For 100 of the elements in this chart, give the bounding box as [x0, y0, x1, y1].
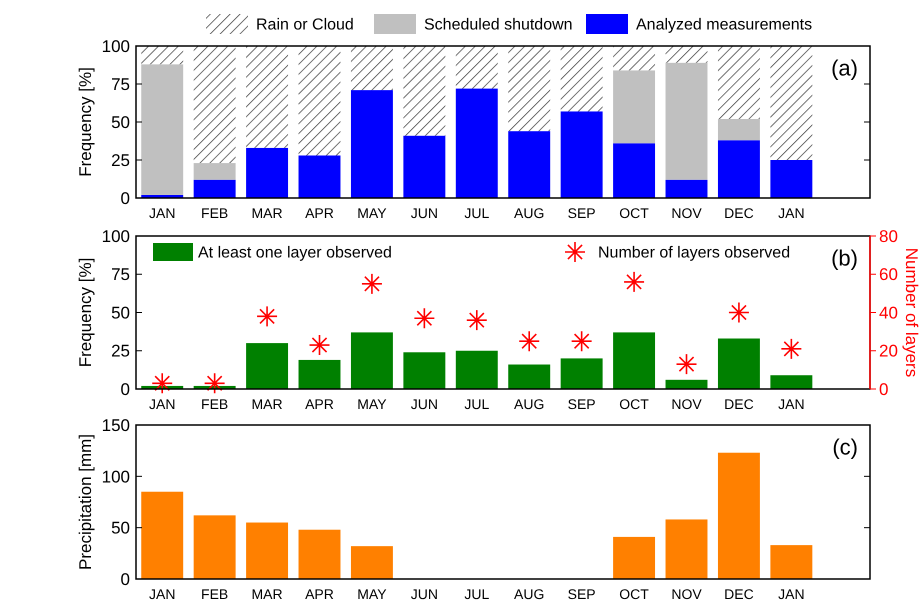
- y-tick-label: 100: [102, 36, 130, 56]
- x-tick-label: JUL: [464, 205, 490, 221]
- x-tick-label: NOV: [671, 586, 702, 602]
- annotation: (b): [831, 246, 858, 271]
- bar: [613, 46, 656, 70]
- x-tick-label: SEP: [568, 396, 596, 412]
- y2-tick-label: 40: [879, 303, 898, 322]
- y-tick-label: 0: [120, 570, 130, 589]
- x-tick-label: FEB: [201, 586, 228, 602]
- y-tick-label: 25: [111, 150, 130, 170]
- point: [623, 271, 645, 293]
- annotation: (a): [831, 56, 858, 81]
- y-axis-title: Precipitation [mm]: [76, 434, 95, 570]
- annotation: (c): [832, 434, 858, 460]
- bar: [456, 350, 498, 389]
- bar: [403, 352, 446, 389]
- y-tick-label: 50: [111, 303, 130, 322]
- legend-label: Analyzed measurements: [636, 16, 812, 34]
- bar: [770, 545, 812, 579]
- bar: [456, 88, 498, 198]
- x-tick-label: SEP: [568, 205, 596, 221]
- x-tick-label: DEC: [724, 205, 754, 221]
- bar: [666, 180, 708, 198]
- x-tick-label: JUL: [464, 396, 490, 412]
- bar: [770, 160, 812, 198]
- x-tick-label: MAY: [357, 586, 388, 602]
- x-tick-label: JAN: [148, 586, 176, 602]
- x-tick-label: OCT: [619, 396, 650, 412]
- point: [414, 307, 436, 330]
- bar: [508, 364, 550, 389]
- point: [466, 309, 488, 331]
- x-tick-label: AUG: [514, 205, 544, 221]
- y-axis-title: Frequency [%]: [76, 258, 95, 368]
- x-tick-label: MAR: [252, 205, 283, 221]
- x-tick-label: JAN: [778, 205, 805, 221]
- x-tick-label: MAY: [357, 205, 388, 221]
- legend-label: Rain or Cloud: [256, 16, 354, 34]
- x-tick-label: AUG: [514, 396, 544, 412]
- x-tick-label: OCT: [619, 586, 650, 602]
- point: [308, 334, 330, 356]
- x-tick-label: MAY: [357, 396, 388, 412]
- bar: [718, 140, 760, 198]
- y-tick-label: 50: [111, 518, 130, 538]
- x-tick-label: APR: [305, 586, 334, 602]
- bar: [508, 131, 550, 198]
- x-tick-label: JUL: [464, 586, 490, 602]
- bar: [141, 46, 184, 64]
- x-tick-label: JUN: [410, 586, 438, 602]
- x-tick-label: APR: [305, 396, 334, 412]
- y2-tick-label: 80: [879, 226, 898, 246]
- x-tick-label: FEB: [201, 205, 228, 221]
- bar: [560, 46, 603, 112]
- y-tick-label: 25: [111, 342, 130, 361]
- x-tick-label: MAR: [252, 396, 283, 412]
- bar: [403, 136, 446, 198]
- x-tick-label: AUG: [514, 586, 544, 602]
- bar: [403, 46, 446, 136]
- bar: [350, 46, 393, 90]
- point: [361, 273, 383, 295]
- point: [676, 353, 698, 375]
- x-tick-label: SEP: [568, 586, 596, 602]
- bar: [298, 530, 340, 579]
- y-tick-label: 75: [111, 74, 130, 94]
- x-tick-label: OCT: [619, 205, 650, 221]
- x-tick-label: NOV: [671, 396, 702, 412]
- bar: [350, 90, 393, 198]
- y-tick-label: 100: [102, 467, 130, 486]
- y2-axis-title: Number of layers: [902, 248, 921, 378]
- bar: [141, 64, 184, 195]
- bar: [194, 163, 236, 180]
- y-tick-label: 75: [111, 265, 130, 284]
- y-tick-label: 100: [102, 226, 130, 246]
- legend-label: Number of layers observed: [598, 244, 790, 262]
- bar: [350, 546, 393, 579]
- x-tick-label: JAN: [778, 586, 805, 602]
- x-tick-label: DEC: [724, 396, 754, 412]
- y2-tick-label: 20: [879, 342, 898, 361]
- point: [518, 330, 540, 352]
- x-tick-label: MAR: [252, 586, 283, 602]
- x-tick-label: NOV: [671, 205, 702, 221]
- bar: [613, 143, 656, 198]
- point: [151, 372, 174, 394]
- bar: [298, 155, 340, 198]
- bar: [298, 46, 340, 156]
- y-tick-label: 50: [111, 112, 130, 132]
- point: [728, 302, 750, 324]
- bar: [456, 46, 498, 89]
- bar: [666, 519, 708, 579]
- bar: [194, 515, 236, 579]
- bar: [246, 46, 288, 148]
- x-tick-label: APR: [305, 205, 334, 221]
- bar: [770, 375, 812, 389]
- legend-label: Scheduled shutdown: [424, 16, 573, 34]
- bar: [770, 46, 812, 160]
- point: [256, 306, 278, 328]
- bar: [718, 118, 760, 140]
- bar: [613, 70, 656, 144]
- bar: [298, 360, 340, 389]
- y2-tick-label: 60: [879, 265, 898, 284]
- bar: [560, 111, 603, 198]
